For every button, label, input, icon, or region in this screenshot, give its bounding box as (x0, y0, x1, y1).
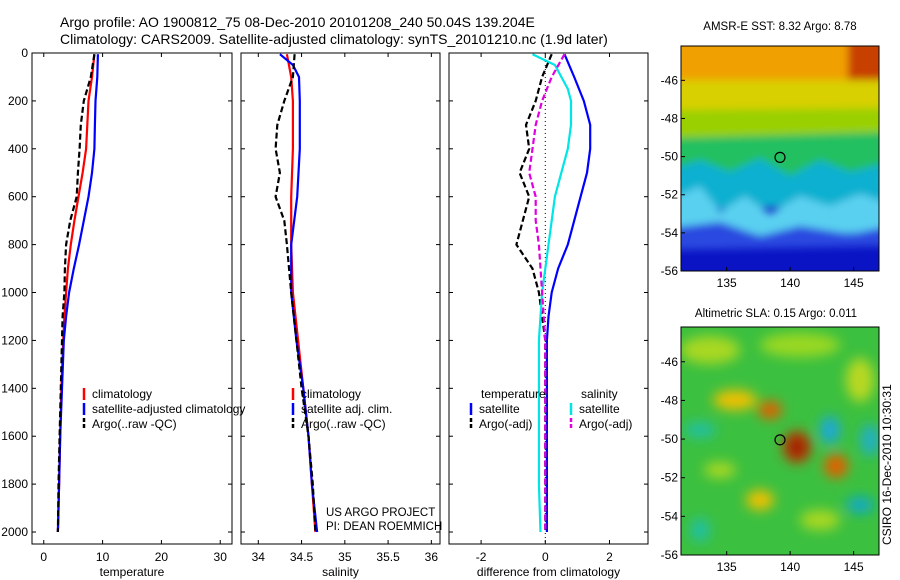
salinity-xlabel: salinity (322, 565, 359, 579)
depth-tick-label: 1600 (1, 429, 28, 443)
timestamp-label: CSIRO 16-Dec-2010 10:30:31 (880, 384, 894, 545)
sla-map-float-marker (774, 434, 786, 446)
sst-map-ytick-label: -56 (661, 264, 679, 278)
temperature-panel: 0 10 20 30 0 200 400 600 800 1000 1200 1400 1600 1800… (1, 46, 245, 579)
temperature-series-1 (56, 54, 99, 533)
sst-map-ytick-label: -48 (661, 111, 679, 125)
difference-xtick-label: -2 (476, 550, 487, 564)
sst-map-xtick-label: 145 (844, 276, 864, 290)
sla-map-ytick-label: -52 (661, 471, 679, 485)
sla-map-xtick-label: 135 (717, 560, 737, 574)
difference-legend: temperaturesatelliteArgo(-adj)salinitysa… (469, 387, 632, 431)
sst-map-axes: 135 140 145 -46 -48 -50 -52 -54 -56 (661, 73, 864, 290)
sst-map-ytick-label: -54 (661, 226, 679, 240)
sla-map-ytick-label: -56 (661, 548, 679, 562)
salinity-series (274, 53, 319, 533)
sla-map-axes: 135 140 145 -46 -48 -50 -52 -54 -56 (661, 355, 864, 574)
temperature-xtick-label: 30 (214, 550, 228, 564)
depth-tick-label: 400 (8, 142, 28, 156)
depth-tick-label: 2000 (1, 525, 28, 539)
salinity-panel: 34 34.5 35 35.5 36 salinity climatologysatelli… (240, 52, 441, 579)
legend-entry: satellite (579, 402, 620, 416)
salinity-series-2 (274, 54, 317, 533)
temperature-series-2 (56, 54, 96, 533)
difference-series (515, 53, 592, 533)
sst-map-float-marker (774, 151, 786, 163)
sst-map-ytick-label: -50 (661, 150, 679, 164)
sla-map-xtick-label: 145 (844, 560, 864, 574)
sst-map-image (681, 46, 879, 271)
temperature-series (56, 54, 99, 533)
depth-tick-label: 1800 (1, 477, 28, 491)
sst-map-xtick-label: 140 (780, 276, 800, 290)
credit-line1: US ARGO PROJECT (326, 507, 435, 519)
difference-xtick-label: 2 (606, 550, 613, 564)
legend-entry: Argo(..raw -QC) (301, 417, 386, 431)
legend-entry: Argo(-adj) (479, 417, 532, 431)
temperature-xlabel: temperature (100, 565, 165, 579)
temperature-series-0 (56, 54, 96, 533)
sla-map-ytick-label: -50 (661, 432, 679, 446)
sla-map-frame (680, 326, 880, 556)
legend-entry: satellite (479, 402, 520, 416)
difference-series-1 (515, 53, 553, 532)
salinity-xtick-label: 34 (252, 550, 266, 564)
depth-tick-label: 0 (21, 46, 28, 60)
salinity-frame (240, 52, 441, 545)
legend-entry: climatology (92, 387, 152, 401)
legend-entry: satellite-adjusted climatology (92, 402, 245, 416)
salinity-series-1 (279, 53, 319, 533)
depth-tick-label: 1400 (1, 381, 28, 395)
salinity-xtick-label: 35 (338, 550, 352, 564)
difference-frame (448, 52, 649, 545)
temperature-xtick-label: 0 (40, 550, 47, 564)
legend-entry: Argo(-adj) (579, 417, 632, 431)
sla-map-ytick-label: -46 (661, 355, 679, 369)
difference-xlabel: difference from climatology (477, 565, 620, 579)
difference-series-2 (532, 53, 573, 533)
sst-map-ytick-label: -46 (661, 73, 679, 87)
depth-tick-label: 1200 (1, 333, 28, 347)
depth-tick-label: 1000 (1, 286, 28, 300)
sla-map-xtick-label: 140 (780, 560, 800, 574)
header-line1: Argo profile: AO 1900812_75 08-Dec-2010 … (60, 14, 535, 30)
legend-header: temperature (481, 387, 546, 401)
salinity-xtick-label: 34.5 (290, 550, 314, 564)
legend-entry: Argo(..raw -QC) (92, 417, 177, 431)
legend-entry: climatology (301, 387, 361, 401)
sla-map-ytick-label: -54 (661, 509, 679, 523)
difference-series-0 (545, 53, 592, 532)
sla-map-ytick-label: -48 (661, 393, 679, 407)
depth-tick-label: 200 (8, 94, 28, 108)
header-line2: Climatology: CARS2009. Satellite-adjuste… (60, 31, 608, 47)
sst-map-ytick-label: -52 (661, 188, 679, 202)
difference-xtick-label: 0 (542, 550, 549, 564)
difference-series-3 (528, 53, 566, 532)
temperature-xtick-label: 20 (155, 550, 169, 564)
depth-tick-label: 800 (8, 238, 28, 252)
temperature-xtick-label: 10 (96, 550, 110, 564)
salinity-xtick-label: 36 (425, 550, 439, 564)
depth-tick-label: 600 (8, 190, 28, 204)
legend-header: salinity (581, 387, 618, 401)
salinity-xtick-label: 35.5 (376, 550, 400, 564)
credit-line2: PI: DEAN ROEMMICH (326, 521, 442, 533)
temperature-frame (31, 52, 233, 545)
sla-map-image (681, 327, 879, 555)
legend-entry: satellite adj. clim. (301, 402, 392, 416)
sla-map-title: Altimetric SLA: 0.15 Argo: 0.011 (695, 308, 857, 320)
sst-map-title: AMSR-E SST: 8.32 Argo: 8.78 (703, 21, 856, 33)
credit-text: US ARGO PROJECT PI: DEAN ROEMMICH (326, 507, 442, 533)
sst-map-frame (680, 45, 880, 272)
sst-map-xtick-label: 135 (717, 276, 737, 290)
